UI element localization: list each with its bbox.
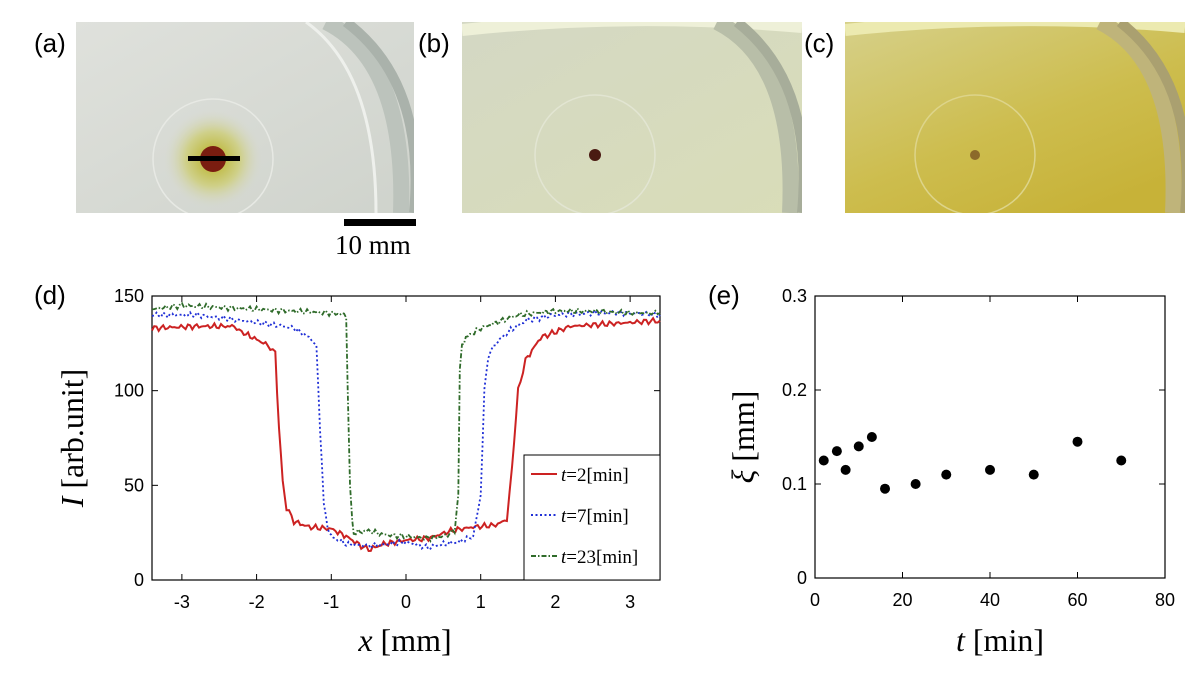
chart-d-series-1-line xyxy=(151,316,661,553)
chart-d-ytick-label: 0 xyxy=(134,570,144,590)
chart-e-point xyxy=(941,469,952,480)
chart-e-ytick-label: 0.1 xyxy=(782,474,807,494)
chart-d-legend-value: =2[min] xyxy=(566,465,628,486)
panel-label-a: (a) xyxy=(34,28,66,58)
chart-d-xtick-label: -1 xyxy=(323,592,339,612)
chart-e-ylabel-unit: [mm] xyxy=(725,391,761,470)
svg-text:ξ [mm]: ξ [mm] xyxy=(725,391,761,484)
photo-b xyxy=(462,22,802,213)
chart-d-legend-value: =23[min] xyxy=(566,547,638,568)
scale-bar-label: 10 mm xyxy=(335,230,411,260)
chart-e-xlabel: t [min] xyxy=(956,622,1044,658)
chart-d-legend-var: t xyxy=(561,547,567,568)
scale-bar xyxy=(344,219,416,226)
chart-d-xtick-label: -2 xyxy=(249,592,265,612)
chart-e-point xyxy=(880,483,890,494)
chart-e-xtick-label: 20 xyxy=(892,590,912,610)
chart-d-legend-value: =7[min] xyxy=(566,506,628,527)
svg-text:I [arb.unit]: I [arb.unit] xyxy=(54,369,90,509)
chart-d-xlabel-unit: [mm] xyxy=(373,622,452,658)
chart-d-xlabel-var: x xyxy=(357,622,372,658)
panel-label-b: (b) xyxy=(418,28,450,58)
panel-label-e: (e) xyxy=(708,280,740,310)
chart-e-ytick-label: 0 xyxy=(797,568,807,588)
chart-d-legend: t=2[min]t=7[min]t=23[min] xyxy=(523,454,661,581)
chart-d-ytick-label: 50 xyxy=(124,475,144,495)
chart-d-legend-label-3: t=23[min] xyxy=(561,547,638,568)
chart-e-point xyxy=(840,464,851,475)
chart-e-point xyxy=(818,455,829,466)
photo-c xyxy=(845,22,1185,213)
chart-e-ytick-label: 0.3 xyxy=(782,286,807,306)
chart-e-ylabel-var: ξ xyxy=(725,469,761,483)
chart-e-xlabel-var: t xyxy=(956,622,966,658)
chart-e-xtick-label: 0 xyxy=(810,590,820,610)
chart-d-xtick-label: 0 xyxy=(401,592,411,612)
chart-e-xtick-label: 60 xyxy=(1067,590,1087,610)
chart-e-point xyxy=(1028,469,1039,480)
chart-e-xtick-label: 80 xyxy=(1155,590,1175,610)
chart-d-xtick-label: 2 xyxy=(550,592,560,612)
chart-e-point xyxy=(1116,455,1127,466)
chart-e-point xyxy=(853,441,864,452)
chart-d-legend-var: t xyxy=(561,465,567,486)
chart-e-ylabel: ξ [mm] xyxy=(725,391,761,484)
chart-d-ytick-label: 150 xyxy=(114,286,144,306)
chart-d-legend-label-1: t=2[min] xyxy=(561,465,629,486)
chart-d-xtick-label: 1 xyxy=(476,592,486,612)
chart-d-ylabel-var: I xyxy=(54,495,90,508)
chart-e-point xyxy=(831,446,842,457)
chart-d-series-2-line xyxy=(151,308,661,551)
chart-d-ylabel: I [arb.unit] xyxy=(54,369,90,509)
chart-e-xlabel-unit: [min] xyxy=(965,622,1044,658)
chart-d-xtick-label: -3 xyxy=(174,592,190,612)
photo-a xyxy=(76,22,414,213)
chart-d-xtick-label: 3 xyxy=(625,592,635,612)
chart-d-legend-label-2: t=7[min] xyxy=(561,506,629,527)
chart-d-xlabel: x [mm] xyxy=(357,622,451,658)
chart-d-ytick-label: 100 xyxy=(114,381,144,401)
chart-e-ytick-label: 0.2 xyxy=(782,380,807,400)
chart-d-series-3-line xyxy=(151,301,661,544)
chart-e-point xyxy=(866,432,877,442)
chart-e-point xyxy=(985,464,995,475)
chart-e-point xyxy=(910,479,921,489)
panel-label-d: (d) xyxy=(34,280,66,310)
chart-e-point xyxy=(1072,436,1083,447)
panel-label-c: (c) xyxy=(804,28,835,58)
chart-d-legend-box xyxy=(523,454,661,581)
chart-d-ylabel-unit: [arb.unit] xyxy=(54,369,90,497)
chart-d-legend-var: t xyxy=(561,506,567,527)
chart-e-xtick-label: 40 xyxy=(980,590,1000,610)
